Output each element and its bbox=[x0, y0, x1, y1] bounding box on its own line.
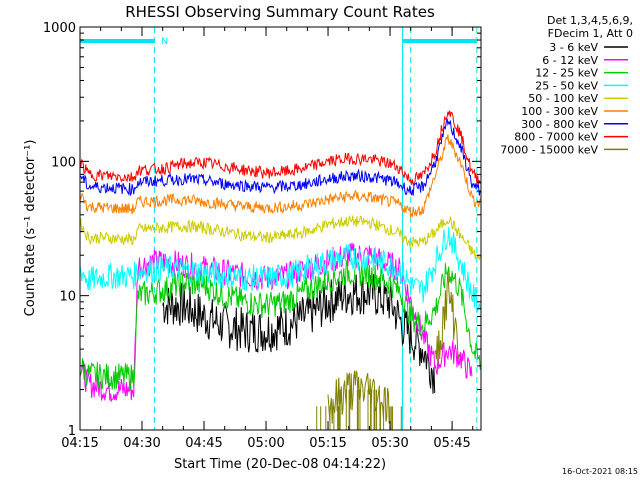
series-line bbox=[162, 273, 436, 394]
legend-entry-label: 12 - 25 keV bbox=[535, 67, 598, 80]
y-tick-label: 1000 bbox=[43, 21, 76, 36]
legend: Det 1,3,4,5,6,9, FDecim 1, Att 0 3 - 6 k… bbox=[500, 14, 633, 156]
series-line bbox=[79, 118, 481, 197]
legend-entry-label: 100 - 300 keV bbox=[521, 105, 598, 118]
x-axis-label: Start Time (20-Dec-08 04:14:22) bbox=[174, 457, 386, 472]
plot-area: N bbox=[79, 27, 481, 430]
y-axis-label: Count Rate (s⁻¹ detector⁻¹) bbox=[23, 140, 38, 317]
x-tick-label: 04:45 bbox=[185, 436, 222, 451]
plot-frame bbox=[79, 26, 482, 431]
series-line bbox=[79, 258, 481, 390]
x-tick-label: 04:15 bbox=[61, 436, 98, 451]
series-line bbox=[79, 242, 473, 403]
legend-entry-label: 50 - 100 keV bbox=[528, 92, 598, 105]
x-tick-label: 05:00 bbox=[247, 436, 284, 451]
legend-entry-label: 25 - 50 keV bbox=[535, 79, 598, 92]
y-tick-label: 100 bbox=[51, 155, 76, 170]
chart-title: RHESSI Observing Summary Count Rates bbox=[125, 3, 435, 21]
legend-entry-label: 800 - 7000 keV bbox=[514, 131, 598, 144]
series-line bbox=[327, 270, 460, 424]
y-tick-label: 1 bbox=[68, 424, 76, 439]
series-line bbox=[79, 215, 481, 261]
legend-entry-label: 6 - 12 keV bbox=[542, 54, 598, 67]
x-tick-label: 05:45 bbox=[433, 436, 470, 451]
x-axis: 04:15 04:30 04:45 05:00 05:15 05:30 05:45 bbox=[61, 27, 474, 451]
series-line bbox=[79, 134, 481, 219]
x-tick-label: 04:30 bbox=[123, 436, 160, 451]
y-tick-label: 10 bbox=[59, 290, 76, 305]
x-tick-label: 05:30 bbox=[371, 436, 408, 451]
x-tick-label: 05:15 bbox=[309, 436, 346, 451]
legend-entry-label: 300 - 800 keV bbox=[521, 118, 598, 131]
legend-header-line-1: Det 1,3,4,5,6,9, bbox=[547, 14, 633, 27]
legend-entry-label: 7000 - 15000 keV bbox=[500, 143, 598, 156]
generation-timestamp: 16-Oct-2021 08:15 bbox=[562, 467, 638, 476]
series-line bbox=[79, 226, 481, 314]
y-axis: 1 10 100 1000 bbox=[43, 21, 481, 439]
series-line bbox=[79, 110, 481, 186]
legend-entry-label: 3 - 6 keV bbox=[549, 41, 598, 54]
legend-header-line-2: FDecim 1, Att 0 bbox=[548, 27, 633, 40]
flag-label: N bbox=[161, 37, 168, 47]
